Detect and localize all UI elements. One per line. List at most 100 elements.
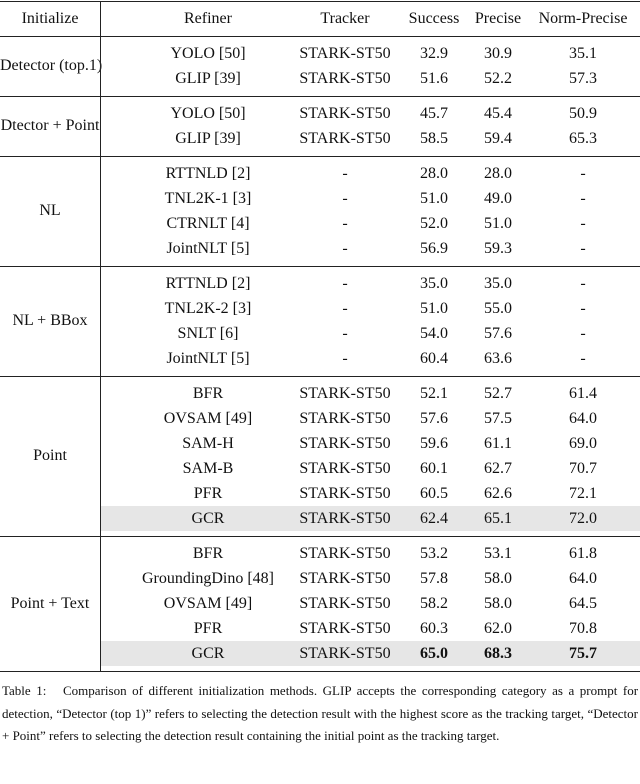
refiner-cell: SAM-H [182,435,234,452]
initialize-label: Point [33,447,67,464]
success-cell: 58.5 [420,130,448,147]
norm-precise-cell: 70.8 [569,620,597,637]
norm-precise-cell: 69.0 [569,435,597,452]
success-cell: 35.0 [420,275,448,292]
tracker-cell: STARK-ST50 [299,570,391,587]
tracker-cell: - [342,350,348,367]
tracker-cell: - [342,165,348,182]
refiner-cell: YOLO [50] [170,45,246,62]
header-cell: Success [408,10,460,27]
group-rule [0,536,640,537]
success-cell: 60.1 [420,460,448,477]
success-cell: 53.2 [420,545,448,562]
precise-cell: 51.0 [484,215,512,232]
results-table: Initialize Refiner Tracker Success Precise No… [0,1,640,672]
norm-precise-cell: - [580,215,586,232]
initialize-label: Detector (top.1) [0,57,103,74]
success-cell: 28.0 [420,165,448,182]
refiner-cell: TNL2K-2 [3] [164,300,252,317]
success-cell: 60.4 [420,350,448,367]
norm-precise-cell: 61.8 [569,545,597,562]
table-caption: Table 1: Comparison of different initial… [2,680,638,748]
norm-precise-cell: 70.7 [569,460,597,477]
precise-cell: 57.5 [484,410,512,427]
precise-cell: 58.0 [484,595,512,612]
precise-cell: 57.6 [484,325,512,342]
tracker-cell: STARK-ST50 [299,130,391,147]
tracker-cell: - [342,300,348,317]
norm-precise-cell: - [580,350,586,367]
precise-cell: 28.0 [484,165,512,182]
norm-precise-cell: 64.5 [569,595,597,612]
norm-precise-cell: 64.0 [569,410,597,427]
tracker-cell: STARK-ST50 [299,510,391,527]
refiner-cell: SNLT [6] [177,325,239,342]
success-cell: 60.5 [420,485,448,502]
header-cell: Norm-Precise [538,10,628,27]
precise-cell: 68.3 [484,645,512,662]
success-cell: 60.3 [420,620,448,637]
refiner-cell: GCR [191,645,225,662]
precise-cell: 59.3 [484,240,512,257]
header-cell: Initialize [21,10,79,27]
refiner-cell: YOLO [50] [170,105,246,122]
success-cell: 65.0 [420,645,448,662]
success-cell: 52.0 [420,215,448,232]
precise-cell: 30.9 [484,45,512,62]
tracker-cell: STARK-ST50 [299,410,391,427]
header-rule [0,36,640,37]
refiner-cell: TNL2K-1 [3] [164,190,252,207]
success-cell: 57.8 [420,570,448,587]
tracker-cell: - [342,240,348,257]
refiner-cell: BFR [192,545,224,562]
success-cell: 32.9 [420,45,448,62]
highlight-row [101,506,640,531]
norm-precise-cell: 50.9 [569,105,597,122]
norm-precise-cell: 75.7 [569,645,597,662]
tracker-cell: STARK-ST50 [299,70,391,87]
success-cell: 56.9 [420,240,448,257]
refiner-cell: PFR [193,620,223,637]
tracker-cell: STARK-ST50 [299,460,391,477]
precise-cell: 52.2 [484,70,512,87]
refiner-cell: PFR [193,485,223,502]
header-cell: Precise [474,10,522,27]
norm-precise-cell: - [580,325,586,342]
norm-precise-cell: - [580,190,586,207]
tracker-cell: STARK-ST50 [299,435,391,452]
refiner-cell: OVSAM [49] [163,410,253,427]
refiner-cell: OVSAM [49] [163,595,253,612]
group-rule [0,266,640,267]
precise-cell: 53.1 [484,545,512,562]
group-rule [0,156,640,157]
precise-cell: 65.1 [484,510,512,527]
norm-precise-cell: 64.0 [569,570,597,587]
refiner-cell: GCR [191,510,225,527]
success-cell: 52.1 [420,385,448,402]
refiner-cell: BFR [192,385,224,402]
norm-precise-cell: 57.3 [569,70,597,87]
refiner-cell: GroundingDino [48] [142,570,274,587]
precise-cell: 55.0 [484,300,512,317]
tracker-cell: - [342,275,348,292]
refiner-cell: CTRNLT [4] [166,215,250,232]
success-cell: 51.6 [420,70,448,87]
success-cell: 58.2 [420,595,448,612]
tracker-cell: STARK-ST50 [299,485,391,502]
initialize-label: Point + Text [10,594,90,612]
precise-cell: 49.0 [484,190,512,207]
norm-precise-cell: 61.4 [569,385,597,402]
tracker-cell: STARK-ST50 [299,645,391,662]
tracker-cell: STARK-ST50 [299,620,391,637]
norm-precise-cell: 72.1 [569,485,597,502]
success-cell: 51.0 [420,300,448,317]
caption-text: Comparison of different initialization m… [2,683,639,743]
precise-cell: 62.6 [484,485,512,502]
tracker-cell: STARK-ST50 [299,45,391,62]
precise-cell: 52.7 [484,385,512,402]
top-rule [0,1,640,2]
tracker-cell: - [342,215,348,232]
success-cell: 51.0 [420,190,448,207]
refiner-cell: GLIP [39] [175,70,241,87]
